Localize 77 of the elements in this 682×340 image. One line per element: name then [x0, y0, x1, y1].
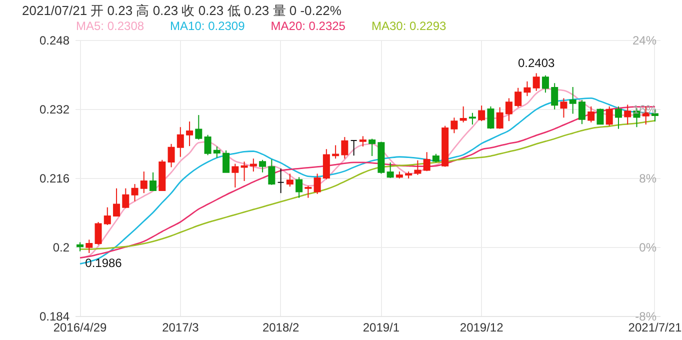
y2-tick-label: 0%	[639, 240, 657, 254]
candlestick	[341, 136, 348, 160]
candlestick	[168, 143, 175, 168]
candlestick	[569, 86, 576, 114]
y2-tick-label: -8%	[635, 310, 657, 324]
text: MA5: 0.2308	[76, 19, 144, 33]
candlestick	[505, 98, 512, 122]
chart-title: 2021/07/21 开 0.23 高 0.23 收 0.23 低 0.23 量 0 -0.22%	[22, 2, 342, 20]
y2-tick-label: 24%	[632, 34, 657, 48]
candlestick	[514, 87, 522, 108]
text: MA20: 0.2325	[270, 19, 346, 33]
candlestick	[332, 144, 340, 160]
candlestick	[222, 150, 230, 173]
candlestick	[414, 160, 422, 176]
x-tick-label: 2019/1	[362, 320, 400, 334]
candlestick	[213, 146, 220, 158]
candlestick	[314, 173, 321, 194]
candlestick	[386, 162, 394, 178]
x-tick-label: 2017/3	[162, 320, 200, 334]
annotation: 0.1986	[85, 256, 122, 270]
candlestick	[496, 106, 504, 130]
candlestick	[232, 163, 239, 188]
candlestick	[186, 121, 194, 147]
text: MA30: 0.2293	[371, 19, 446, 33]
candlestick	[140, 171, 148, 194]
candlestick	[560, 98, 568, 118]
candlestick	[551, 82, 558, 110]
candlestick	[468, 112, 476, 126]
y-tick-label: 0.184	[39, 310, 70, 324]
candlestick	[259, 159, 266, 173]
candlestick	[304, 185, 312, 198]
x-tick-label: 2016/4/29	[53, 320, 108, 334]
candlestick	[286, 173, 294, 188]
candlestick	[268, 158, 276, 186]
candlestick	[614, 106, 622, 130]
candlestick	[578, 99, 586, 125]
candlestick	[478, 105, 486, 122]
candlestick	[588, 106, 595, 123]
x-tick-label: 2018/2	[262, 320, 300, 334]
text: MA10: 0.2309	[170, 19, 245, 33]
y-tick-label: 0.248	[39, 34, 70, 48]
y2-tick-label: 8%	[639, 172, 657, 186]
candlestick	[532, 72, 540, 92]
candlestick	[350, 140, 358, 156]
candlestick	[204, 134, 212, 156]
x-tick-label: 2021/7/21	[628, 320, 682, 334]
y-tick-label: 0.232	[39, 102, 70, 116]
candlestick	[113, 188, 120, 217]
candlestick	[487, 106, 494, 130]
candlestick	[76, 242, 84, 252]
annotation: 0.2403	[518, 56, 556, 70]
candlestick	[104, 206, 111, 226]
candlestick	[359, 136, 366, 148]
candlestick	[624, 104, 632, 126]
candlestick	[423, 152, 430, 172]
candlestick	[368, 138, 376, 157]
candlestick	[176, 126, 184, 158]
y-tick-label: 0.216	[39, 172, 70, 186]
y-tick-label: 0.2	[52, 240, 70, 254]
candlestick	[122, 188, 130, 209]
candlestick	[524, 80, 531, 97]
candlestick	[596, 108, 604, 126]
x-tick-label: 2019/12	[460, 320, 504, 334]
candlestick	[460, 106, 467, 123]
candlestick	[296, 176, 303, 198]
candlestick	[195, 114, 202, 140]
candlestick	[150, 172, 157, 192]
candlestick	[250, 158, 257, 172]
candlestick	[542, 74, 549, 94]
candlestick	[606, 106, 613, 126]
candlestick	[277, 168, 284, 194]
candlestick	[131, 184, 138, 202]
candlestick	[322, 148, 330, 180]
candlestick	[240, 161, 248, 182]
candlestick	[94, 221, 102, 246]
candlestick	[450, 117, 458, 134]
candlestick	[86, 239, 93, 254]
